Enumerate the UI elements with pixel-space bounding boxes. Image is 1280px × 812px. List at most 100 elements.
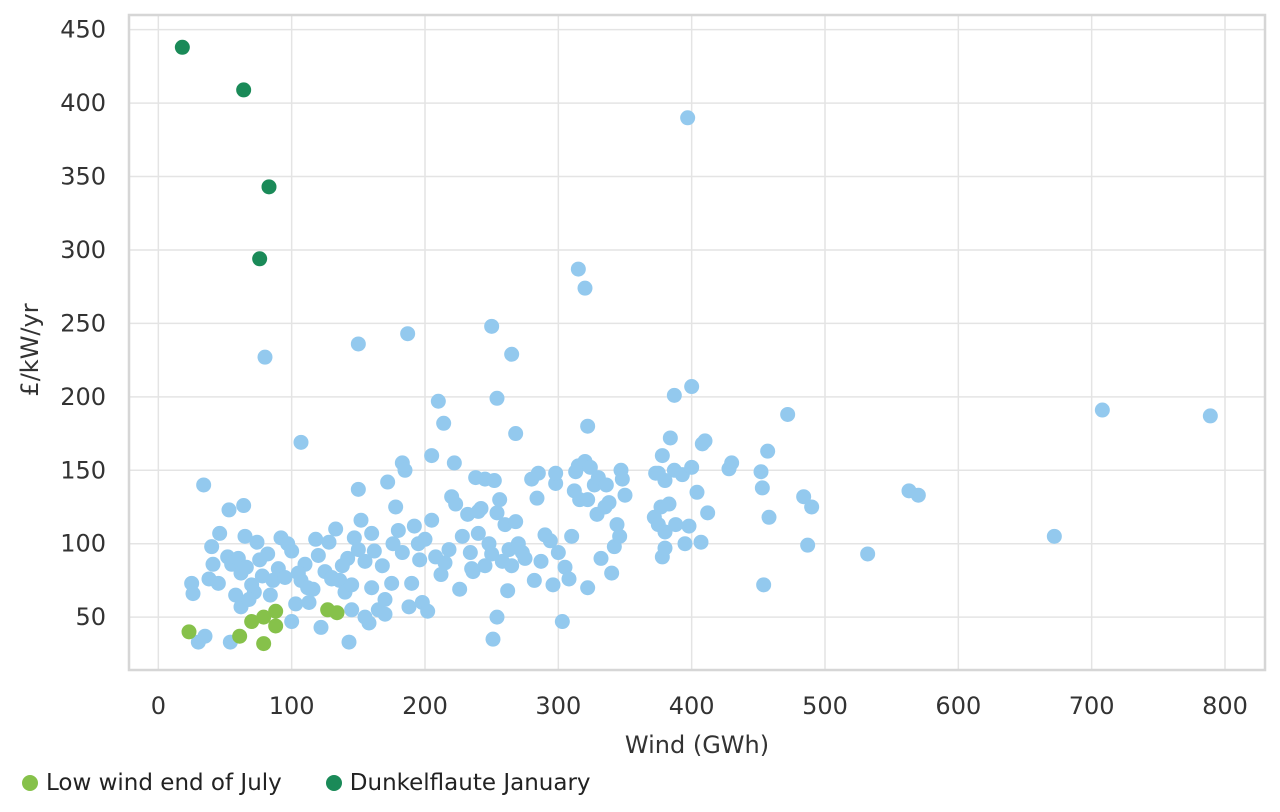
data-point [860,546,876,562]
data-point [244,614,260,630]
data-point [344,577,360,593]
data-point [598,477,614,493]
data-point [564,528,580,544]
data-point [489,390,505,406]
data-point [300,580,316,596]
data-point [1046,528,1062,544]
data-point [380,474,396,490]
data-point [346,530,362,546]
data-point [910,487,926,503]
x-tick-label: 100 [269,692,315,720]
data-point [430,393,446,409]
data-point [582,459,598,475]
data-point [1094,402,1110,418]
legend: Low wind end of July Dunkelflaute Januar… [22,770,591,796]
data-point [256,636,272,652]
x-tick-label: 700 [1069,692,1115,720]
data-point [310,547,326,563]
legend-label: Dunkelflaute January [349,770,591,796]
data-point [489,505,505,521]
data-point [265,572,281,588]
data-point [580,418,596,434]
data-point [684,459,700,475]
data-point [424,512,440,528]
data-point [384,575,400,591]
data-point [689,484,705,500]
x-tick-label: 600 [935,692,981,720]
data-point [780,406,796,422]
x-tick-label: 400 [669,692,715,720]
x-tick-label: 0 [151,692,166,720]
data-point [328,521,344,537]
data-point [262,587,278,603]
y-tick-label: 300 [60,236,106,264]
data-point [277,569,293,585]
data-point [357,553,373,569]
data-point [196,477,212,493]
data-point [390,522,406,538]
data-point [508,514,524,530]
data-point [385,536,401,552]
data-point [238,559,254,575]
data-point [350,542,366,558]
data-point [756,577,772,593]
data-point [344,602,360,618]
data-point [657,524,673,540]
data-point [548,465,564,481]
data-point [677,536,693,552]
data-point [485,631,501,647]
data-point [420,603,436,619]
data-point [433,567,449,583]
legend-item-dunkelflaute-january[interactable]: Dunkelflaute January [325,770,591,796]
data-point [417,531,433,547]
data-point [489,609,505,625]
data-point [441,542,457,558]
data-point [236,498,252,514]
data-point [288,596,304,612]
data-point [404,575,420,591]
x-axis-ticks: 0 100 200 300 400 500 600 700 800 [151,692,1248,720]
data-point [252,251,268,267]
data-point [593,550,609,566]
data-point [617,487,633,503]
data-point [680,110,696,126]
data-point [324,571,340,587]
data-point [550,545,566,561]
y-axis-label: £/kW/yr [16,303,44,396]
data-point [197,628,213,644]
data-point [609,517,625,533]
data-point [761,509,777,525]
data-point [350,481,366,497]
data-point [212,525,228,541]
y-tick-label: 450 [60,16,106,44]
x-tick-label: 200 [402,692,448,720]
data-point [754,480,770,496]
data-point [448,496,464,512]
series-low-wind-end-of-july [181,602,345,652]
data-point [800,537,816,553]
data-point [329,605,345,621]
data-point [436,415,452,431]
data-point [604,565,620,581]
data-point [394,545,410,561]
data-point [1202,408,1218,424]
data-point [700,505,716,521]
data-point [557,559,573,575]
x-axis-label: Wind (GWh) [625,731,769,759]
data-point [406,518,422,534]
y-tick-label: 50 [75,603,106,631]
data-point [293,434,309,450]
series-all-days [184,110,1218,650]
data-point [681,518,697,534]
y-tick-label: 150 [60,456,106,484]
data-point [796,489,812,505]
data-point [284,543,300,559]
legend-item-low-wind-july[interactable]: Low wind end of July [22,770,282,796]
data-point [684,379,700,395]
data-point [249,534,265,550]
data-point [500,583,516,599]
data-point [486,473,502,489]
data-point [470,503,486,519]
y-axis-ticks: 50 100 150 200 250 300 350 400 450 [60,16,106,631]
